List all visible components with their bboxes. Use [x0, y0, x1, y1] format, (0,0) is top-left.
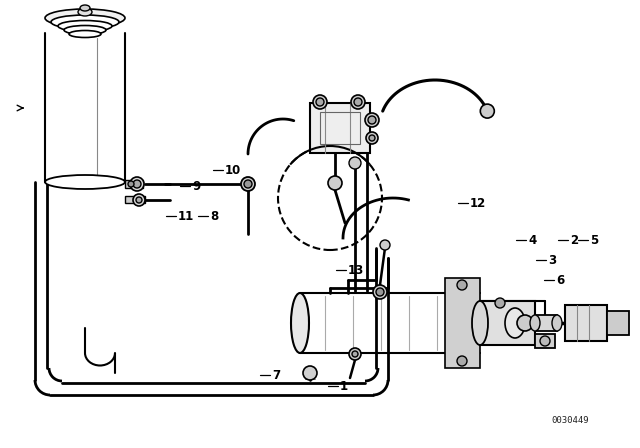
Text: 7: 7 — [272, 369, 280, 382]
Text: 11: 11 — [178, 210, 195, 223]
Bar — [445, 278, 480, 368]
Circle shape — [351, 95, 365, 109]
Circle shape — [349, 157, 361, 169]
Circle shape — [380, 240, 390, 250]
Circle shape — [480, 104, 494, 118]
Circle shape — [365, 113, 379, 127]
Bar — [535, 334, 555, 348]
Ellipse shape — [291, 293, 309, 353]
Circle shape — [133, 194, 145, 206]
Circle shape — [368, 116, 376, 124]
Circle shape — [354, 98, 362, 106]
Text: 8: 8 — [210, 210, 218, 223]
Text: 5: 5 — [590, 233, 598, 246]
Ellipse shape — [78, 8, 92, 16]
Text: 1: 1 — [340, 379, 348, 392]
Text: 3: 3 — [548, 254, 556, 267]
Text: 9: 9 — [192, 180, 200, 193]
Bar — [320, 112, 360, 144]
Bar — [125, 196, 145, 203]
Bar — [125, 180, 143, 188]
Text: 13: 13 — [348, 263, 364, 276]
Circle shape — [457, 280, 467, 290]
Circle shape — [278, 146, 382, 250]
Ellipse shape — [45, 9, 125, 27]
Bar — [535, 315, 557, 331]
Circle shape — [517, 315, 533, 331]
Bar — [480, 301, 535, 345]
Ellipse shape — [69, 30, 101, 38]
Text: 4: 4 — [528, 233, 536, 246]
Text: 0030449: 0030449 — [551, 415, 589, 425]
Circle shape — [303, 366, 317, 380]
Circle shape — [540, 336, 550, 346]
Circle shape — [457, 356, 467, 366]
Circle shape — [369, 135, 375, 141]
Ellipse shape — [472, 301, 488, 345]
Bar — [565, 305, 607, 341]
Circle shape — [352, 351, 358, 357]
Text: 10: 10 — [225, 164, 241, 177]
Circle shape — [241, 177, 255, 191]
Text: 12: 12 — [470, 197, 486, 210]
Ellipse shape — [505, 308, 525, 338]
Ellipse shape — [45, 175, 125, 189]
Bar — [607, 311, 629, 335]
Ellipse shape — [64, 26, 106, 34]
Text: 2: 2 — [570, 233, 578, 246]
Circle shape — [376, 288, 384, 296]
Circle shape — [316, 98, 324, 106]
Ellipse shape — [51, 15, 119, 29]
Ellipse shape — [530, 315, 540, 331]
Circle shape — [313, 95, 327, 109]
Circle shape — [244, 180, 252, 188]
Circle shape — [349, 348, 361, 360]
Ellipse shape — [58, 21, 112, 31]
Circle shape — [130, 177, 144, 191]
Bar — [310, 103, 370, 153]
Text: 6: 6 — [556, 273, 564, 287]
Ellipse shape — [552, 315, 562, 331]
Circle shape — [373, 285, 387, 299]
Circle shape — [136, 197, 142, 203]
Circle shape — [133, 180, 141, 188]
Circle shape — [495, 298, 505, 308]
Circle shape — [128, 181, 134, 187]
Ellipse shape — [80, 5, 90, 11]
Circle shape — [328, 176, 342, 190]
Circle shape — [366, 132, 378, 144]
